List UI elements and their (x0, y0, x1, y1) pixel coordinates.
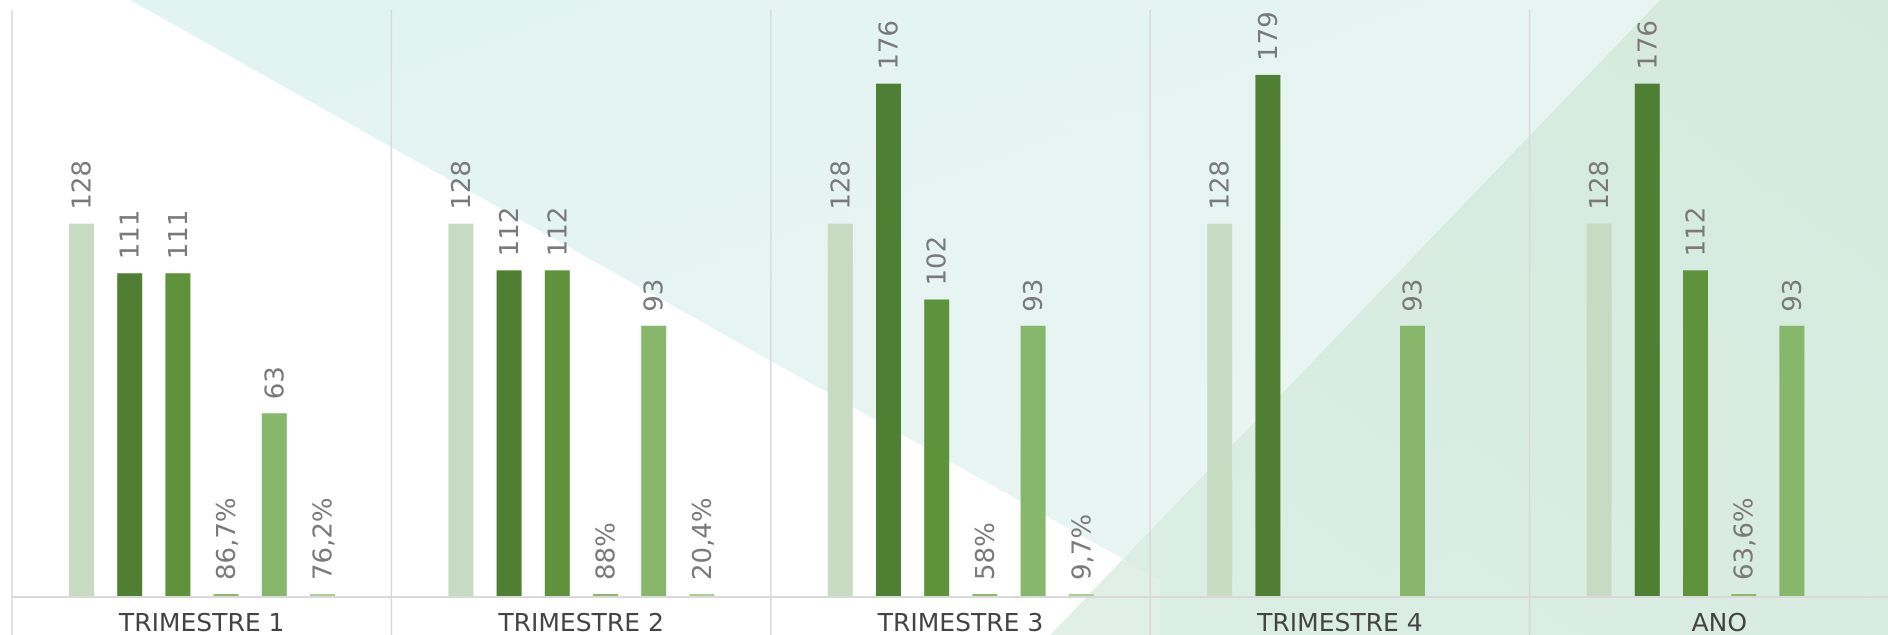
category-label: TRIMESTRE 1 (118, 608, 285, 635)
bar (972, 594, 998, 597)
background-decoration (130, 0, 1888, 635)
data-label: 63,6% (1730, 497, 1760, 580)
bar (1207, 223, 1233, 597)
bar (1731, 594, 1757, 597)
bar (165, 273, 191, 597)
bar (1683, 270, 1708, 597)
bar (924, 299, 950, 597)
bar (1586, 223, 1612, 597)
bar (117, 273, 143, 597)
bar (448, 223, 474, 597)
data-label: 128 (68, 160, 98, 210)
data-label: 93 (1778, 279, 1808, 312)
data-label: 102 (923, 236, 953, 286)
data-label: 9,7% (1067, 514, 1097, 580)
data-label: 63 (260, 366, 290, 399)
bar (544, 270, 570, 597)
bar (496, 270, 522, 597)
value-labels-layer: 128 111 111 86,7% 63 76,2% 128 112 112 88% 93 20,4%… (68, 11, 1808, 580)
category-label: ANO (1692, 608, 1747, 635)
data-label: 93 (640, 279, 670, 312)
data-label: 128 (447, 160, 477, 210)
data-label: 112 (543, 207, 573, 257)
data-label: 176 (1633, 20, 1663, 70)
data-label: 128 (826, 160, 856, 210)
group-dividers (11, 10, 1531, 635)
bar (827, 223, 853, 597)
bar (689, 594, 715, 597)
data-label: 111 (116, 210, 146, 260)
bar (1400, 325, 1425, 597)
category-label: TRIMESTRE 4 (1256, 608, 1423, 635)
data-label: 20,4% (688, 497, 718, 580)
bar (261, 413, 287, 597)
bar (641, 325, 667, 597)
bar (876, 83, 901, 597)
category-label: TRIMESTRE 2 (497, 608, 664, 635)
data-label: 111 (164, 210, 194, 260)
bar (593, 594, 618, 597)
bar (1020, 325, 1046, 597)
data-label: 86,7% (212, 497, 242, 580)
bars-layer (69, 74, 1805, 597)
bar (1068, 594, 1094, 597)
bar (213, 594, 239, 597)
category-labels-layer: TRIMESTRE 1 TRIMESTRE 2 TRIMESTRE 3 TRIMEST… (118, 608, 1747, 635)
bar (1779, 325, 1805, 597)
data-label: 128 (1206, 160, 1236, 210)
data-label: 112 (495, 207, 525, 257)
data-label: 128 (1585, 160, 1615, 210)
data-label: 112 (1682, 207, 1712, 257)
data-label: 179 (1254, 11, 1284, 61)
data-label: 93 (1399, 279, 1429, 312)
data-label: 58% (971, 522, 1001, 580)
bar (69, 223, 94, 597)
category-label: TRIMESTRE 3 (877, 608, 1044, 635)
data-label: 176 (875, 20, 905, 70)
bar (1255, 74, 1281, 597)
bar (310, 594, 335, 597)
bar (1634, 83, 1660, 597)
data-label: 76,2% (309, 497, 339, 580)
data-label: 88% (592, 522, 622, 580)
data-label: 93 (1019, 279, 1049, 312)
